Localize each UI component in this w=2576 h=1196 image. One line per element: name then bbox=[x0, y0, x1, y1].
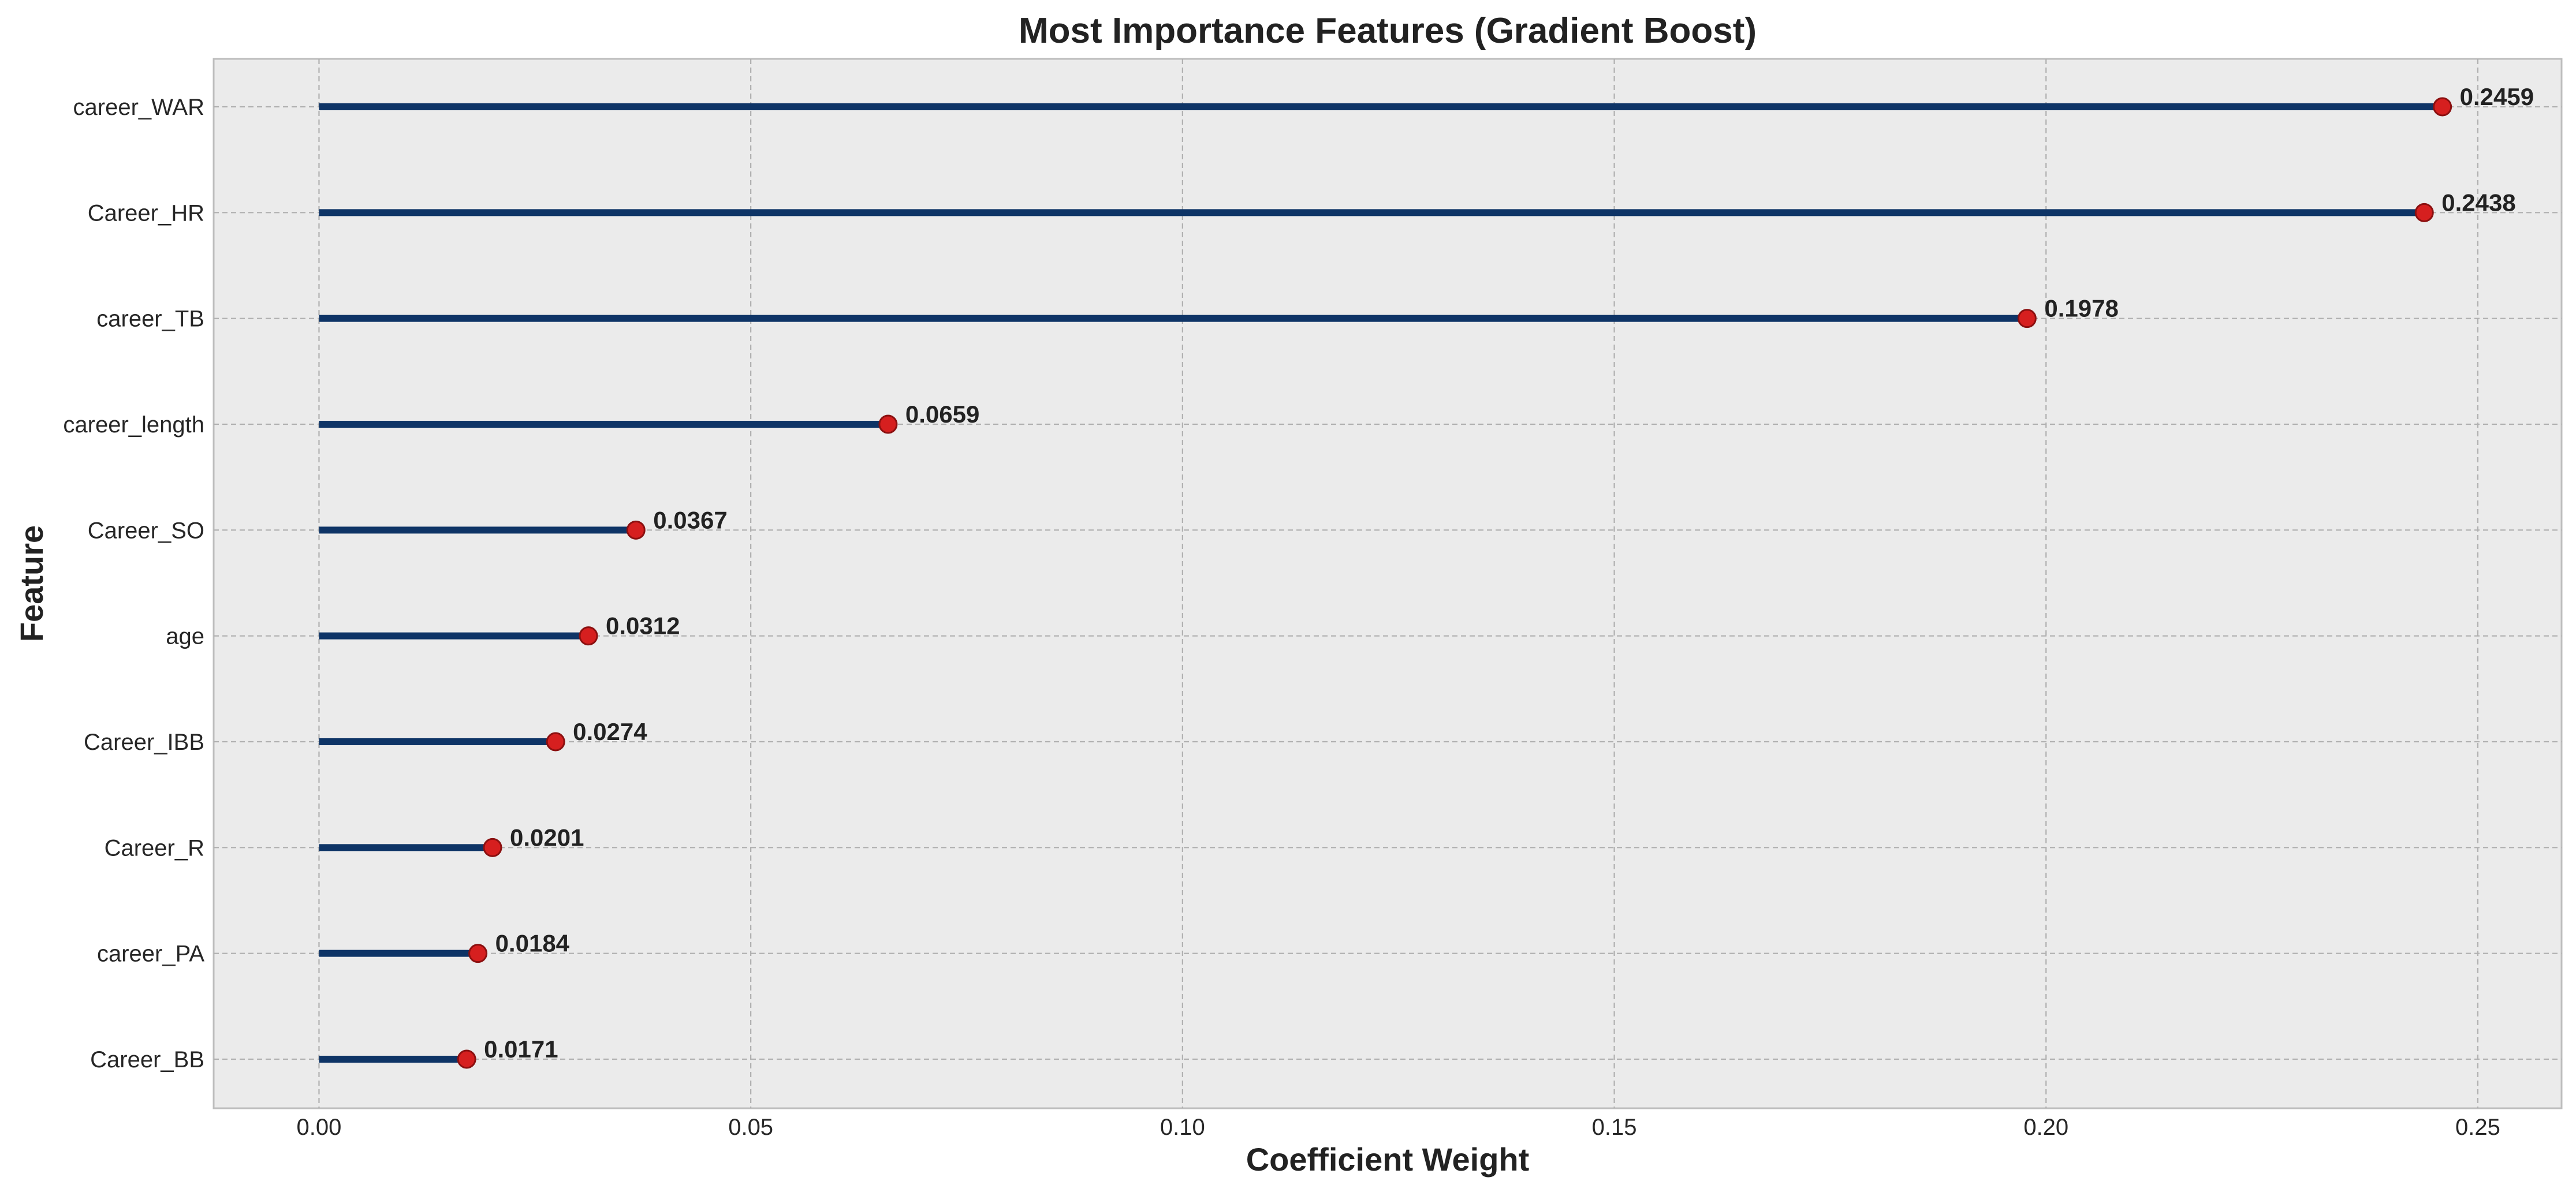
data-label-Career_SO: 0.0367 bbox=[653, 506, 727, 533]
marker-Career_BB bbox=[457, 1049, 476, 1069]
data-label-career_length: 0.0659 bbox=[905, 401, 979, 428]
marker-career_WAR bbox=[2433, 97, 2452, 117]
data-label-Career_IBB: 0.0274 bbox=[573, 718, 647, 745]
marker-age bbox=[579, 626, 598, 646]
y-tick-label-Career_HR: Career_HR bbox=[88, 200, 204, 226]
marker-Career_R bbox=[483, 838, 502, 857]
x-tick-labels: 0.00 0.05 0.10 0.15 0.20 0.25 bbox=[297, 1115, 2500, 1140]
stems bbox=[319, 103, 2443, 1063]
chart-title: Most Importance Features (Gradient Boost… bbox=[1019, 11, 1757, 51]
y-tick-label-career_length: career_length bbox=[63, 412, 204, 438]
x-tick-label: 0.10 bbox=[1160, 1115, 1205, 1140]
x-tick-label: 0.25 bbox=[2455, 1115, 2500, 1140]
plot-area bbox=[213, 58, 2563, 1109]
marker-career_length bbox=[878, 414, 898, 434]
x-tick-label: 0.15 bbox=[1592, 1115, 1637, 1140]
marker-Career_SO bbox=[626, 520, 646, 540]
x-axis-label: Coefficient Weight bbox=[1246, 1141, 1530, 1178]
x-tick-label: 0.00 bbox=[297, 1115, 342, 1140]
marker-Career_IBB bbox=[546, 732, 565, 752]
data-label-age: 0.0312 bbox=[606, 612, 680, 640]
y-tick-label-Career_IBB: Career_IBB bbox=[84, 730, 204, 755]
data-label-career_PA: 0.0184 bbox=[495, 930, 570, 957]
y-tick-label-career_PA: career_PA bbox=[97, 941, 204, 967]
x-tick-label: 0.05 bbox=[728, 1115, 773, 1140]
y-tick-label-career_TB: career_TB bbox=[96, 307, 204, 332]
y-axis-label: Feature bbox=[13, 525, 50, 642]
y-tick-label-age: age bbox=[166, 624, 204, 649]
y-tick-label-Career_SO: Career_SO bbox=[88, 518, 204, 543]
data-label-Career_BB: 0.0171 bbox=[484, 1036, 558, 1063]
data-label-Career_R: 0.0201 bbox=[510, 824, 584, 851]
data-label-career_WAR: 0.2459 bbox=[2460, 83, 2534, 110]
data-labels: 0.2459 0.2438 0.1978 0.0659 0.0367 0.0312 0.02… bbox=[484, 83, 2534, 1063]
marker-career_PA bbox=[468, 944, 488, 963]
marker-career_TB bbox=[2017, 309, 2037, 328]
y-tick-label-career_WAR: career_WAR bbox=[73, 95, 204, 120]
marker-Career_HR bbox=[2414, 203, 2434, 222]
markers bbox=[457, 97, 2452, 1069]
x-tick-label: 0.20 bbox=[2023, 1115, 2068, 1140]
data-label-career_TB: 0.1978 bbox=[2044, 295, 2118, 322]
y-tick-label-Career_R: Career_R bbox=[105, 835, 204, 861]
y-tick-labels: career_WAR Career_HR career_TB career_lengt… bbox=[63, 95, 204, 1072]
data-label-Career_HR: 0.2438 bbox=[2441, 189, 2515, 216]
y-tick-label-Career_BB: Career_BB bbox=[90, 1047, 204, 1072]
